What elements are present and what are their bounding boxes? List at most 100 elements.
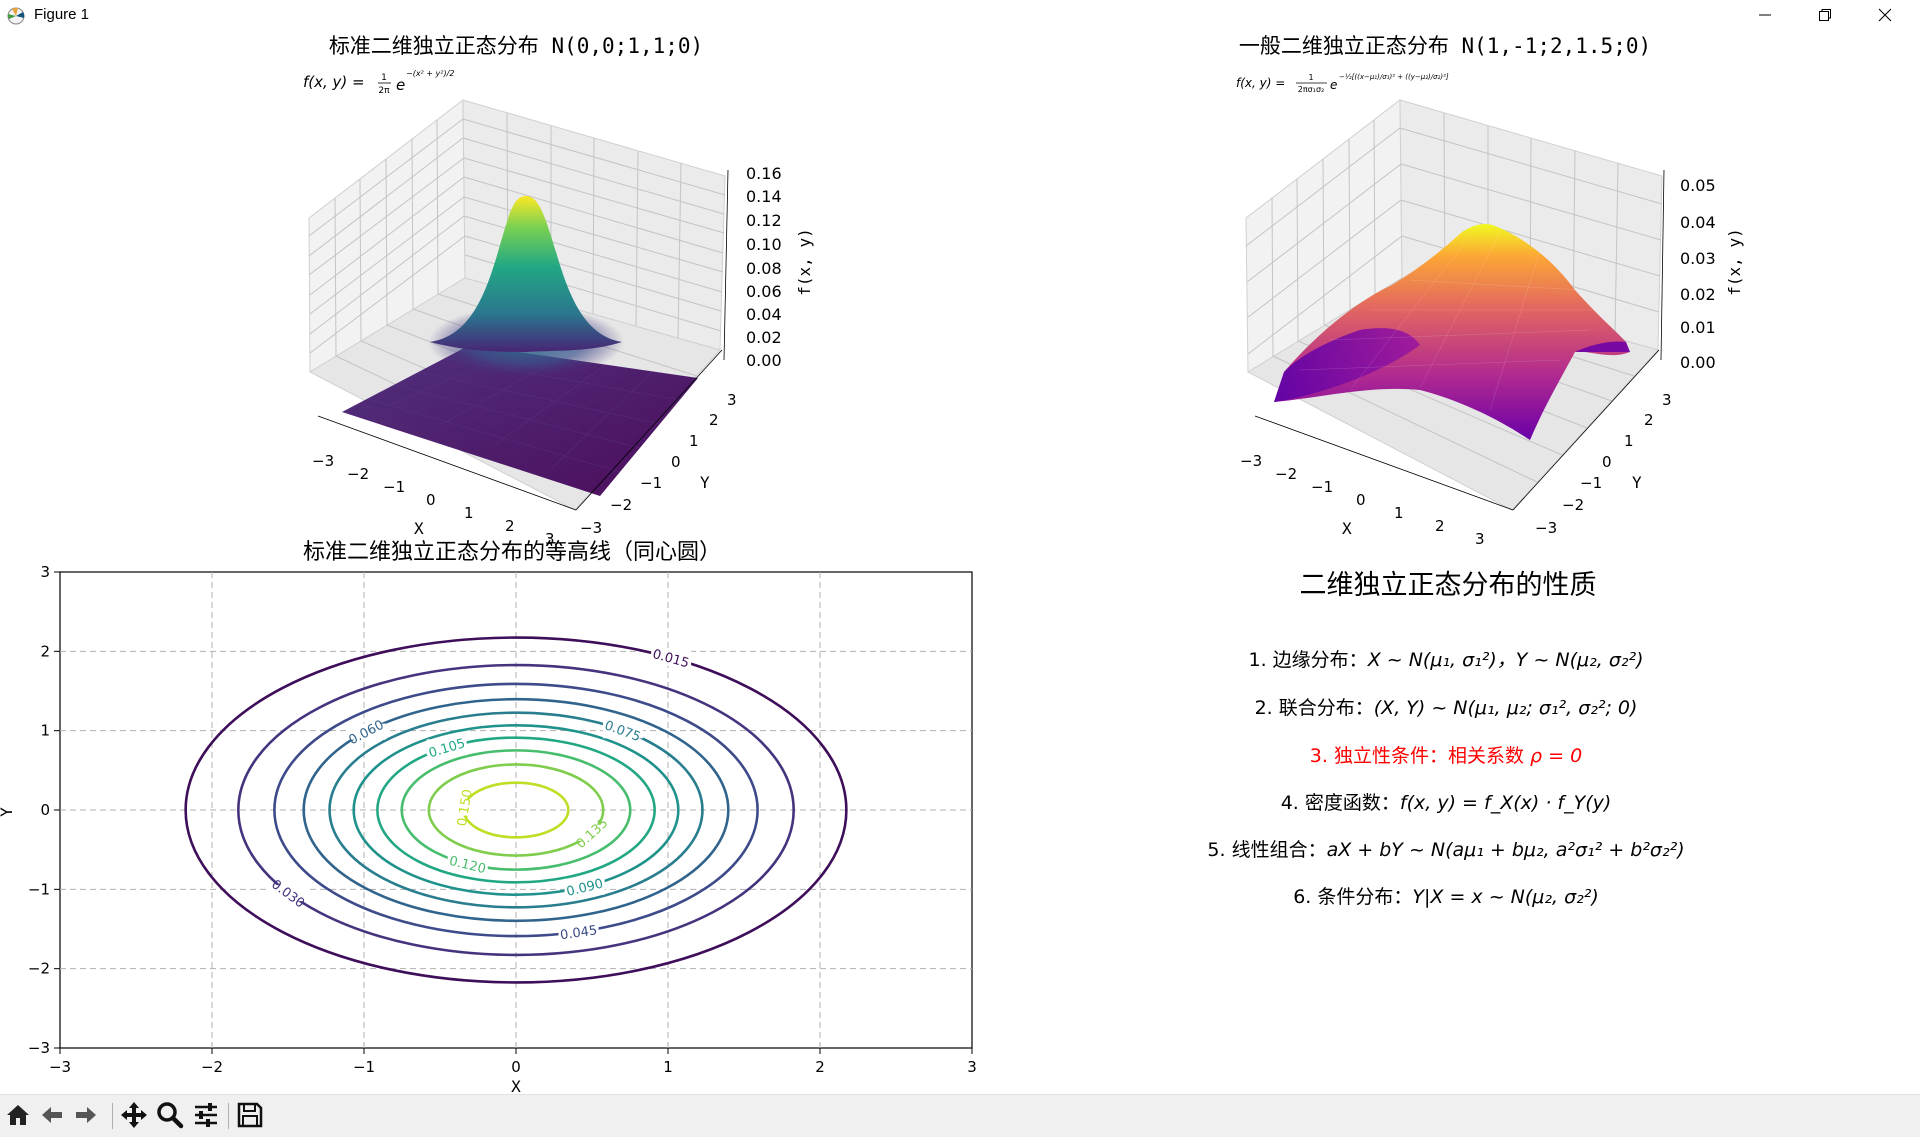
panel3-title: 标准二维独立正态分布的等高线（同心圆） (303, 540, 721, 565)
panel1-formula: f(x, y) = 1 2π e −(x² + y²)/2 (303, 69, 454, 96)
panel3-xticks: −3 −2 −1 0 1 2 3 (49, 1048, 977, 1076)
panel2-formula-den: 2πσ₁σ₂ (1298, 85, 1324, 94)
contour-level-0.030 (237, 663, 795, 957)
panel2-formula-num: 1 (1308, 73, 1313, 82)
svg-text:0.02: 0.02 (746, 328, 782, 347)
contour-level-0.015 (184, 636, 848, 984)
panel1-xlabel: X (414, 519, 424, 538)
svg-text:2: 2 (1435, 517, 1445, 535)
matplotlib-icon (7, 7, 25, 25)
panel2-formula: f(x, y) = 1 2πσ₁σ₂ e −½[((x−μ₁)/σ₁)² + (… (1236, 73, 1449, 94)
panel3-ytick-label: −3 (28, 1039, 50, 1057)
svg-text:−3: −3 (1535, 519, 1557, 537)
restore-button[interactable] (1796, 0, 1854, 30)
home-button[interactable] (2, 1099, 34, 1131)
contour-label-background (564, 878, 605, 895)
svg-text:−3: −3 (1240, 452, 1262, 470)
panel1-zticks: 0.16 0.14 0.12 0.10 0.08 0.06 0.04 0.02 … (746, 164, 782, 370)
panel3-xtick-label: −2 (201, 1058, 223, 1076)
window-titlebar: Figure 1 (0, 0, 1920, 30)
contour-level-0.105 (376, 736, 656, 884)
panel2-formula-exp: −½[((x−μ₁)/σ₁)² + ((y−μ₂)/σ₂)²] (1339, 73, 1449, 81)
svg-text:0.12: 0.12 (746, 211, 782, 230)
minimize-icon (1759, 14, 1771, 16)
close-button[interactable] (1856, 0, 1914, 30)
panel2-surface-left-edge (1274, 328, 1420, 402)
configure-subplots-button[interactable] (190, 1099, 222, 1131)
contour-level-0.060 (302, 697, 730, 923)
panel3-ytick-label: 2 (40, 642, 50, 660)
svg-text:0.08: 0.08 (746, 259, 782, 278)
svg-text:e: e (1330, 78, 1337, 92)
svg-text:2: 2 (709, 411, 719, 429)
panel2-xticks: −3 −2 −1 0 1 2 3 (1240, 452, 1485, 548)
panel2-zlabel: f(x, y) (1725, 228, 1744, 295)
contour-level-0.120 (400, 749, 632, 871)
panel2-surface-mesh (1299, 231, 1600, 411)
contour-label-background (443, 799, 484, 816)
property-4: 4. 密度函数：f(x, y) = f_X(x) · f_Y(y) (1281, 792, 1612, 814)
panel3-ytick-label: −2 (28, 960, 50, 978)
back-button[interactable] (36, 1099, 68, 1131)
panel1-surface-mesh (367, 350, 681, 473)
zoom-button[interactable] (154, 1099, 186, 1131)
panel2-ylabel: Y (1632, 473, 1642, 492)
panel3-xtick-label: 2 (815, 1058, 825, 1076)
svg-text:3: 3 (727, 391, 737, 409)
panel1-formula-exp: −(x² + y²)/2 (406, 69, 454, 78)
svg-text:1: 1 (689, 432, 699, 450)
pan-button[interactable] (118, 1099, 150, 1131)
svg-text:−2: −2 (1562, 496, 1584, 514)
panel2-yticks: −3 −2 −1 0 1 2 3 (1535, 391, 1672, 537)
navigation-toolbar (0, 1094, 1920, 1137)
forward-button[interactable] (70, 1099, 102, 1131)
minimize-button[interactable] (1736, 0, 1794, 30)
svg-text:0.03: 0.03 (1680, 249, 1716, 268)
pan-icon (121, 1102, 147, 1128)
panel1-surface-peak (430, 196, 622, 352)
panel3-xtick-label: −3 (49, 1058, 71, 1076)
svg-text:0.06: 0.06 (746, 282, 782, 301)
svg-text:0: 0 (671, 453, 681, 471)
panel1-zlabel: f(x, y) (795, 228, 814, 295)
close-icon (1878, 8, 1892, 22)
svg-text:0.04: 0.04 (1680, 213, 1716, 232)
svg-text:e: e (396, 76, 405, 94)
window-title: Figure 1 (34, 6, 90, 23)
svg-text:−2: −2 (1275, 465, 1297, 483)
svg-text:1: 1 (1394, 504, 1404, 522)
panel4-properties: 二维独立正态分布的性质 1. 边缘分布：X ~ N(μ₁, σ₁²)，Y ~ N… (1207, 570, 1684, 908)
panel3-ytick-label: −1 (28, 880, 50, 898)
svg-text:−2: −2 (347, 465, 369, 483)
forward-icon (76, 1107, 96, 1123)
panel2-surface-right-tail (1575, 341, 1630, 352)
contour-label-background (602, 722, 643, 739)
property-3-highlight: 3. 独立性条件：相关系数 ρ = 0 (1310, 745, 1582, 767)
panel3-xlabel: X (511, 1077, 521, 1094)
panel3-ytick-label: 0 (40, 801, 50, 819)
panel3-ylabel: Y (0, 807, 16, 817)
svg-text:0.02: 0.02 (1680, 285, 1716, 304)
restore-icon (1819, 9, 1831, 21)
svg-text:0: 0 (1602, 453, 1612, 471)
svg-text:0: 0 (1356, 491, 1366, 509)
svg-text:0.14: 0.14 (746, 187, 782, 206)
save-button[interactable] (234, 1099, 266, 1131)
panel3-grid (60, 572, 972, 1048)
panel3-xtick-label: 0 (511, 1058, 521, 1076)
home-icon (7, 1105, 29, 1125)
panel2-surface-plot: 一般二维独立正态分布 N(1,-1;2,1.5;0) f(x, y) = 1 2… (1236, 34, 1744, 548)
save-icon (237, 1102, 263, 1128)
svg-text:1: 1 (464, 504, 474, 522)
panel4-property-list: 1. 边缘分布：X ~ N(μ₁, σ₁²)，Y ~ N(μ₂, σ₂²) 2.… (1207, 649, 1684, 908)
svg-text:3: 3 (1662, 391, 1672, 409)
panel1-surface-plot: 标准二维独立正态分布 N(0,0;1,1;0) f(x, y) = 1 2π e… (303, 34, 814, 548)
contour-level-0.135 (427, 763, 605, 857)
panel3-ytick-label: 1 (40, 722, 50, 740)
svg-text:0: 0 (426, 491, 436, 509)
contour-label: 0.150 (455, 788, 476, 827)
svg-text:0.00: 0.00 (746, 351, 782, 370)
figure-canvas: 标准二维独立正态分布 N(0,0;1,1;0) f(x, y) = 1 2π e… (0, 30, 1920, 1096)
back-icon (42, 1107, 62, 1123)
